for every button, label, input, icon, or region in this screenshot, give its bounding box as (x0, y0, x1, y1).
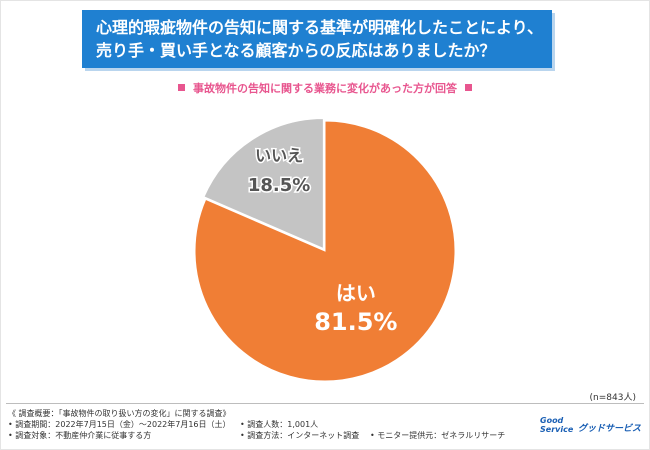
slice-value-yes: 81.5% (314, 308, 397, 336)
footer-divider (6, 403, 644, 404)
survey-provider: • モニター提供元：ゼネラルリサーチ (370, 431, 506, 440)
square-marker-icon (465, 84, 472, 91)
survey-heading: 《 調査概要：「事故物件の取り扱い方の変化」に関する調査》 (8, 409, 231, 418)
pie-slice-no (203, 117, 324, 250)
slice-label-no: いいえ (255, 146, 303, 165)
pie-slice-yes (194, 120, 456, 382)
slice-label-yes: はい (336, 281, 376, 305)
subtitle: 事故物件の告知に関する業務に変化があった方が回答 (0, 80, 650, 96)
square-marker-icon (178, 84, 185, 91)
survey-method: • 調査方法：インターネット調査 (240, 431, 360, 440)
sample-size-note: (n=843人) (589, 393, 636, 403)
company-logo: Good Service グッドサービス (540, 416, 642, 434)
slice-value-no: 18.5% (248, 175, 310, 196)
survey-target: • 調査対象：不動産仲介業に従事する方 (8, 431, 152, 440)
subtitle-text: 事故物件の告知に関する業務に変化があった方が回答 (193, 82, 457, 95)
title-line-2: 売り手・買い手となる顧客からの反応はありましたか？ (96, 41, 496, 60)
survey-count: • 調査人数：1,001人 (240, 420, 319, 429)
survey-period: • 調査期間：2022年7月15日（金）〜2022年7月16日（土） (8, 420, 231, 429)
question-banner: 心理的瑕疵物件の告知に関する基準が明確化したことにより、 売り手・買い手となる顧… (82, 10, 552, 68)
pie-chart: はい 81.5% いいえ 18.5% (194, 117, 456, 382)
survey-summary: 《 調査概要：「事故物件の取り扱い方の変化」に関する調査》 • 調査期間：202… (8, 408, 505, 441)
title-line-1: 心理的瑕疵物件の告知に関する基準が明確化したことにより、 (96, 18, 544, 37)
